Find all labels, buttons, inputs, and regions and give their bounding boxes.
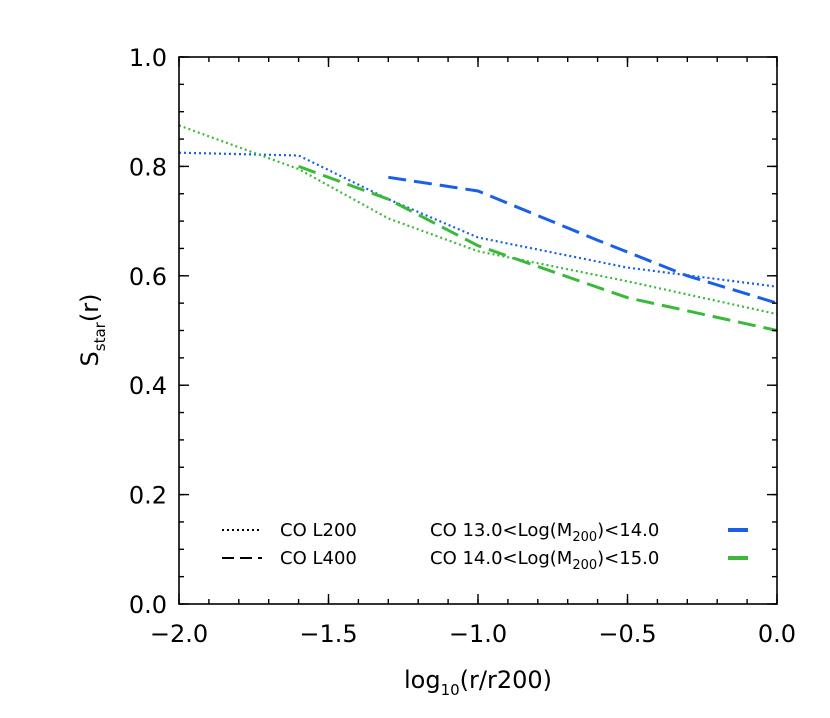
series-layer: [178, 124, 778, 332]
x-tick-label: −1.0: [449, 620, 507, 648]
series-line-dashed-blue: [388, 175, 778, 305]
y-tick-label: 0.4: [129, 372, 167, 400]
x-tick-label: 0.0: [758, 620, 796, 648]
tick-labels: −2.0 −1.5 −1.0 −0.5 0.0 0.0 0.2 0.4 0.6 0.8 1.0: [129, 44, 796, 648]
x-tick-label: −1.5: [299, 620, 357, 648]
ticks-layer: [178, 56, 778, 605]
legend: CO L200 CO L400 CO 13.0<Log(M200)<14.0 C…: [222, 520, 748, 573]
legend-label-l200: CO L200: [280, 520, 357, 541]
series-line-dotted-green: [178, 124, 778, 316]
y-tick-label: 0.2: [129, 482, 167, 510]
y-tick-label: 0.8: [129, 153, 167, 181]
y-axis-title: Sstar(r): [76, 294, 109, 367]
x-tick-label: −0.5: [598, 620, 656, 648]
x-axis-title: log10(r/r200): [404, 666, 552, 699]
y-tick-label: 0.6: [129, 263, 167, 291]
legend-label-l400: CO L400: [280, 548, 357, 569]
y-tick-label: 1.0: [129, 44, 167, 72]
y-tick-label: 0.0: [129, 591, 167, 619]
legend-label-mass-13-14: CO 13.0<Log(M200)<14.0: [430, 520, 659, 545]
legend-label-mass-14-15: CO 14.0<Log(M200)<15.0: [430, 548, 659, 573]
x-tick-label: −2.0: [150, 620, 208, 648]
series-line-dotted-blue: [178, 151, 778, 288]
series-line-dashed-green: [298, 164, 778, 332]
